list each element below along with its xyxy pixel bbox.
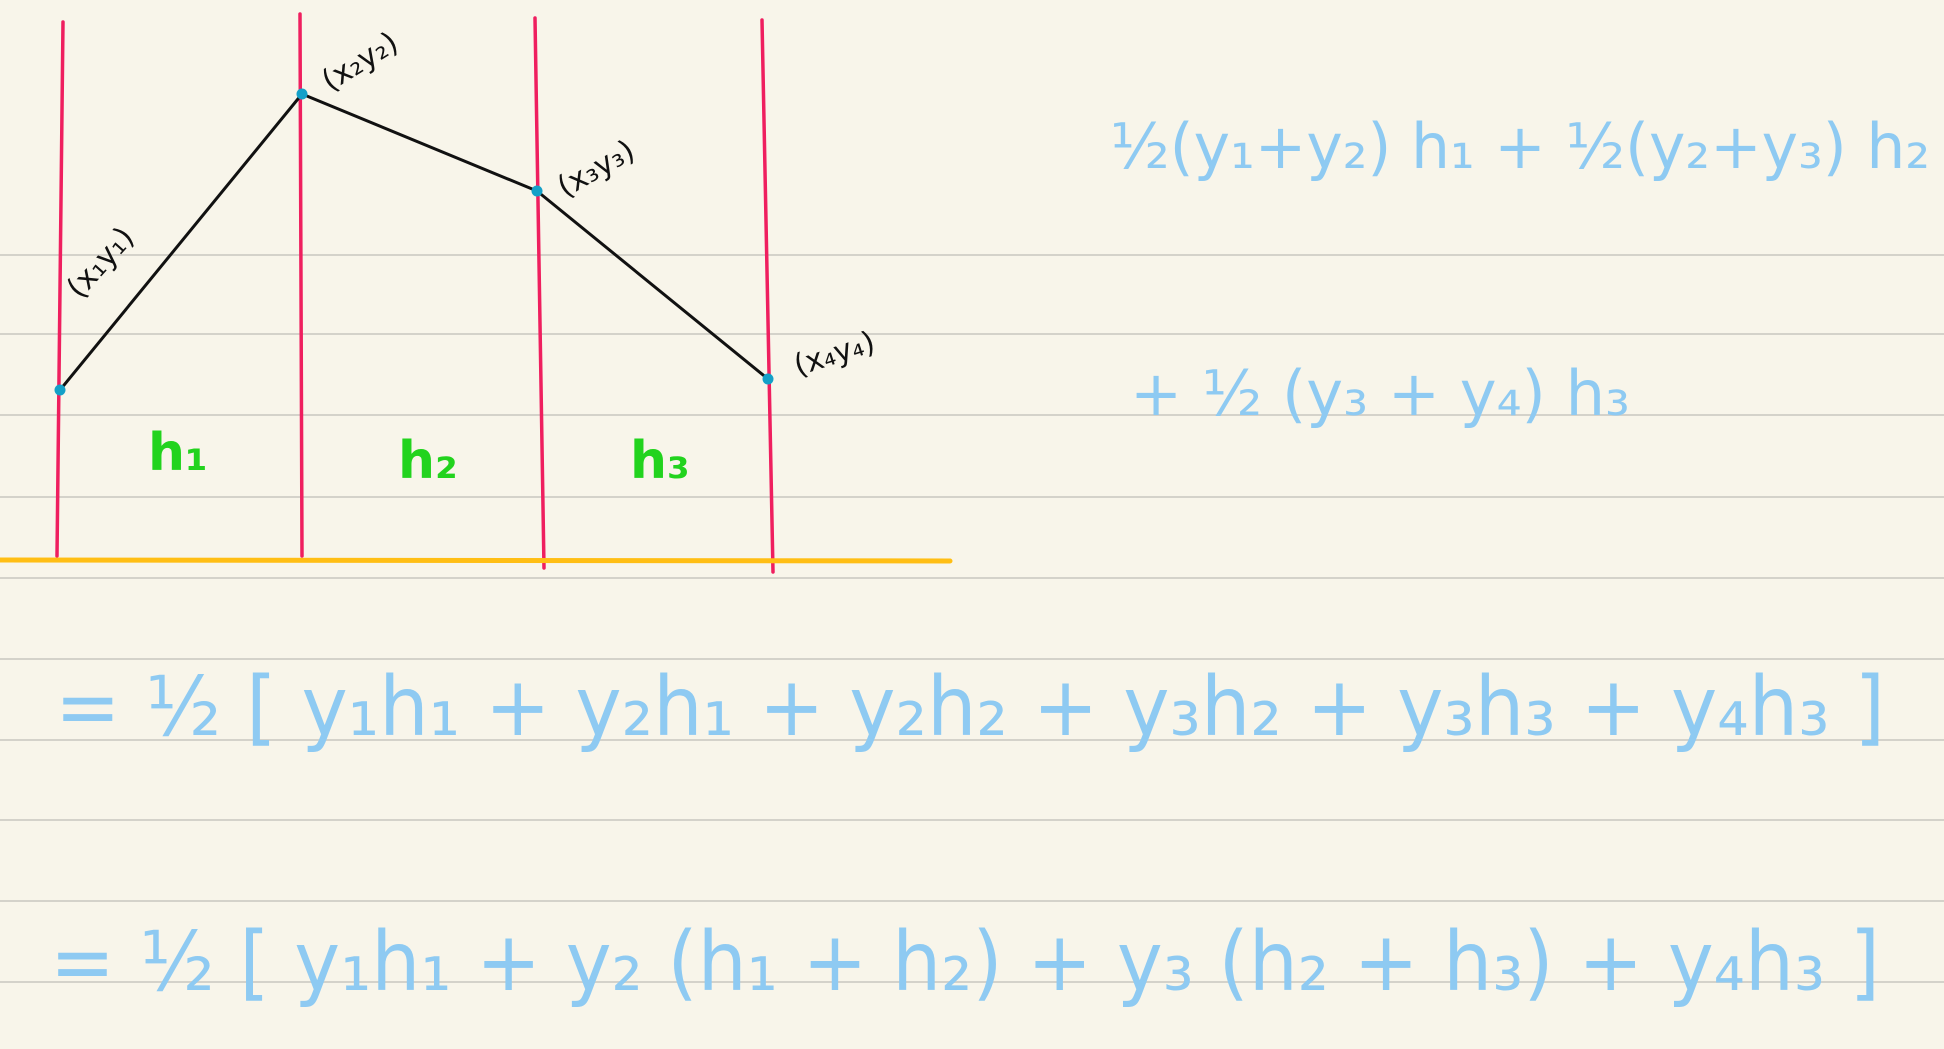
boundary-line-3 [533, 16, 546, 570]
equation-line-2: + ½ (y₃ + y₄) h₃ [1130, 357, 1630, 430]
equation-line-4: = ½ [ y₁h₁ + y₂ (h₁ + h₂) + y₃ (h₂ + h₃)… [50, 915, 1880, 1010]
strip-label-2: h₂ [398, 431, 458, 491]
point-label-1: (x₁y₁) [60, 220, 142, 305]
function-polyline [58, 92, 769, 391]
ruled-lines [0, 254, 1944, 983]
equation-line-1: ½(y₁+y₂) h₁ + ½(y₂+y₃) h₂ [1110, 110, 1930, 183]
boundary-line-2 [298, 12, 304, 558]
point-2 [296, 88, 308, 100]
point-label-3: (x₃y₃) [552, 133, 641, 205]
point-1 [54, 384, 66, 396]
boundary-line-1 [55, 20, 65, 558]
equation-line-3: = ½ [ y₁h₁ + y₂h₁ + y₂h₂ + y₃h₂ + y₃h₃ +… [55, 660, 1885, 755]
strip-label-3: h₃ [630, 431, 690, 491]
point-label-2: (x₂y₂) [316, 25, 405, 99]
strip-label-1: h₁ [148, 423, 208, 483]
boundary-line-4 [760, 18, 775, 574]
point-4 [762, 373, 774, 385]
point-3 [531, 185, 543, 197]
x-axis-baseline [0, 557, 953, 564]
strip-boundaries [55, 12, 775, 574]
data-points [54, 88, 774, 396]
